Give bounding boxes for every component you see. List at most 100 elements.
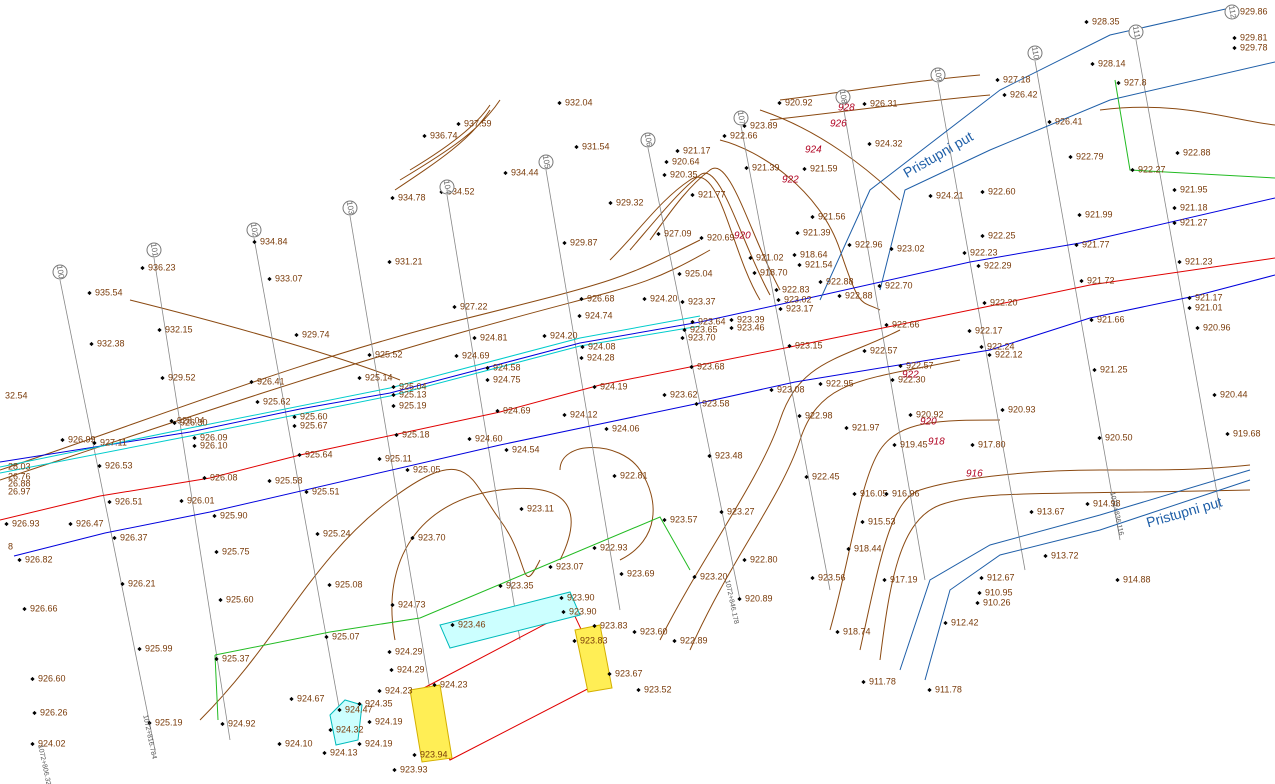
- spot-point: [1195, 326, 1199, 330]
- spot-point: [792, 253, 796, 257]
- spot-point: [810, 215, 814, 219]
- spot-point: [662, 393, 666, 397]
- spot-height: 921.99: [1085, 209, 1113, 219]
- spot-height: 925.62: [263, 396, 291, 406]
- spot-height: 920.35: [670, 169, 698, 179]
- spot-point: [454, 354, 458, 358]
- spot-height: 922.45: [812, 471, 840, 481]
- spot-point: [519, 507, 523, 511]
- station-line: [1035, 61, 1120, 540]
- spot-height: 928.14: [1098, 58, 1126, 68]
- spot-height: 924.60: [475, 433, 503, 443]
- spot-point: [112, 536, 116, 540]
- spot-point: [30, 677, 34, 681]
- spot-point: [862, 102, 866, 106]
- spot-height: 923.56: [818, 572, 846, 582]
- spot-point: [672, 639, 676, 643]
- spot-height: 921.66: [1097, 314, 1125, 324]
- spot-height: 919.45: [900, 439, 928, 449]
- spot-height: 920.93: [1008, 404, 1036, 414]
- spot-point: [604, 427, 608, 431]
- spot-height: 934.44: [511, 167, 539, 177]
- road-line: [820, 8, 1230, 300]
- spot-height: 924.29: [395, 646, 423, 656]
- station-line: [1136, 40, 1220, 510]
- spot-height: 922.89: [680, 635, 708, 645]
- spot-height: 925.99: [145, 643, 173, 653]
- spot-height: 924.35: [365, 698, 393, 708]
- spot-height: 932.38: [97, 338, 125, 348]
- spot-point: [1097, 436, 1101, 440]
- spot-point: [1115, 578, 1119, 582]
- spot-height: 921.39: [803, 227, 831, 237]
- spot-point: [619, 572, 623, 576]
- spot-height: 923.48: [715, 450, 743, 460]
- contour: [1100, 107, 1275, 125]
- spot-height: 925.04: [399, 381, 427, 391]
- spot-point: [4, 522, 8, 526]
- spot-point: [277, 742, 281, 746]
- spot-height: 923.07: [556, 561, 584, 571]
- spot-point: [22, 607, 26, 611]
- spot-point: [837, 294, 841, 298]
- spot-height: 924.73: [398, 599, 426, 609]
- spot-point: [485, 378, 489, 382]
- spot-height: 923.52: [644, 684, 672, 694]
- spot-height: 928.04: [177, 415, 205, 425]
- spot-point: [218, 598, 222, 602]
- spot-point: [289, 697, 293, 701]
- contour: [395, 100, 500, 190]
- spot-point: [294, 333, 298, 337]
- spot-height: 926.93: [12, 518, 40, 528]
- spot-point: [1225, 432, 1229, 436]
- spot-point: [32, 711, 36, 715]
- spot-point: [882, 578, 886, 582]
- spot-point: [1002, 93, 1006, 97]
- station-line: [60, 280, 155, 750]
- spot-height: 913.72: [1051, 550, 1079, 560]
- spot-point: [1090, 62, 1094, 66]
- spot-height: 924.28: [587, 352, 615, 362]
- spot-point: [391, 393, 395, 397]
- spot-height: 922.23: [970, 247, 998, 257]
- spot-height: 927.8: [1124, 77, 1147, 87]
- road-line: [880, 62, 1275, 290]
- spot-height: 925.58: [275, 475, 303, 485]
- spot-height: 32.54: [5, 390, 28, 400]
- spot-height: 926.26: [40, 707, 68, 717]
- spot-point: [68, 522, 72, 526]
- spot-height: 921.72: [1087, 275, 1115, 285]
- spot-point: [908, 413, 912, 417]
- spot-height: 933.07: [275, 273, 303, 283]
- spot-height: 925.05: [413, 464, 441, 474]
- spot-point: [975, 601, 979, 605]
- spot-height: 924.23: [385, 685, 413, 695]
- spot-height: 922.60: [988, 186, 1016, 196]
- spot-height: 924.67: [297, 693, 325, 703]
- spot-height: 921.17: [683, 145, 711, 155]
- spot-point: [861, 680, 865, 684]
- spot-height: 925.37: [222, 653, 250, 663]
- spot-height: 924.08: [588, 341, 616, 351]
- spot-point: [467, 437, 471, 441]
- spot-height: 923.68: [697, 361, 725, 371]
- spot-height: 922.57: [870, 345, 898, 355]
- contour-label: 918: [928, 437, 945, 448]
- spot-height: 922.88: [826, 276, 854, 286]
- spot-height: 923.89: [750, 120, 778, 130]
- spot-height: 924.13: [330, 747, 358, 757]
- spot-height: 920.92: [785, 97, 813, 107]
- spot-point: [1172, 206, 1176, 210]
- spot-point: [982, 301, 986, 305]
- spot-point: [377, 689, 381, 693]
- spot-height: 921.77: [698, 189, 726, 199]
- spot-height: 922.27: [1138, 164, 1166, 174]
- spot-height: 937.59: [464, 118, 492, 128]
- spot-height: 924.12: [570, 409, 598, 419]
- axis-line: [0, 258, 1275, 520]
- spot-height: 924.19: [365, 738, 393, 748]
- spot-height: 922.66: [730, 130, 758, 140]
- spot-height: 926.21: [128, 578, 156, 588]
- spot-point: [642, 297, 646, 301]
- spot-height: 915.53: [868, 516, 896, 526]
